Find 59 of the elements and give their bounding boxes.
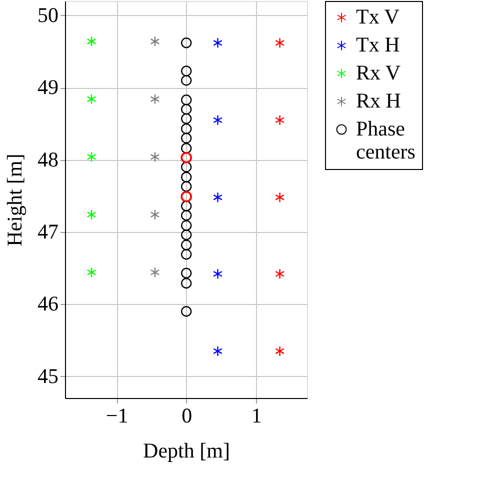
x-tick-label: −1 (106, 404, 128, 428)
point (150, 209, 160, 220)
point (180, 190, 192, 202)
point (181, 249, 192, 260)
point (181, 172, 192, 182)
point (86, 36, 96, 47)
point (213, 346, 222, 356)
point (181, 142, 192, 154)
point (275, 268, 285, 280)
point (181, 200, 192, 212)
x-axis-title: Depth [m] (143, 438, 230, 462)
point (180, 152, 192, 164)
point (181, 123, 192, 134)
point (275, 38, 285, 48)
point (275, 114, 285, 126)
point (181, 94, 192, 106)
legend-label: Rx H (356, 88, 401, 112)
point (213, 114, 222, 126)
point (181, 75, 192, 86)
point (150, 36, 160, 47)
point (181, 162, 192, 172)
point (213, 38, 222, 48)
point (150, 152, 160, 162)
y-tick-label: 45 (38, 364, 58, 388)
legend-label: Rx V (356, 60, 401, 84)
point (150, 94, 160, 105)
point (86, 94, 96, 105)
point (181, 268, 192, 278)
point (181, 220, 192, 231)
point (181, 278, 192, 289)
point (181, 240, 192, 250)
legend-label: Tx H (356, 32, 400, 56)
point (181, 230, 192, 240)
x-tick-label: 1 (251, 404, 262, 428)
y-axis-title: Height [m] (2, 154, 26, 246)
x-tick-label: 0 (182, 404, 192, 428)
y-tick-label: 46 (38, 292, 58, 316)
point (181, 38, 192, 48)
y-tick-label: 48 (38, 147, 58, 172)
y-tick-label: 49 (38, 75, 58, 100)
point (181, 181, 192, 192)
legend-label: Tx V (356, 4, 400, 28)
point (181, 306, 192, 317)
point (181, 104, 192, 115)
point (181, 66, 192, 76)
point (86, 209, 96, 220)
point (181, 132, 192, 144)
point (86, 267, 96, 278)
y-tick-label: 50 (38, 2, 58, 27)
legend-label: Phase centers (356, 116, 416, 164)
point (181, 113, 192, 124)
point (181, 210, 192, 221)
point (275, 346, 285, 356)
point (275, 192, 285, 203)
y-tick-label: 47 (38, 219, 58, 244)
point (213, 192, 222, 203)
point (150, 267, 160, 278)
point (213, 268, 222, 280)
point (86, 152, 96, 162)
